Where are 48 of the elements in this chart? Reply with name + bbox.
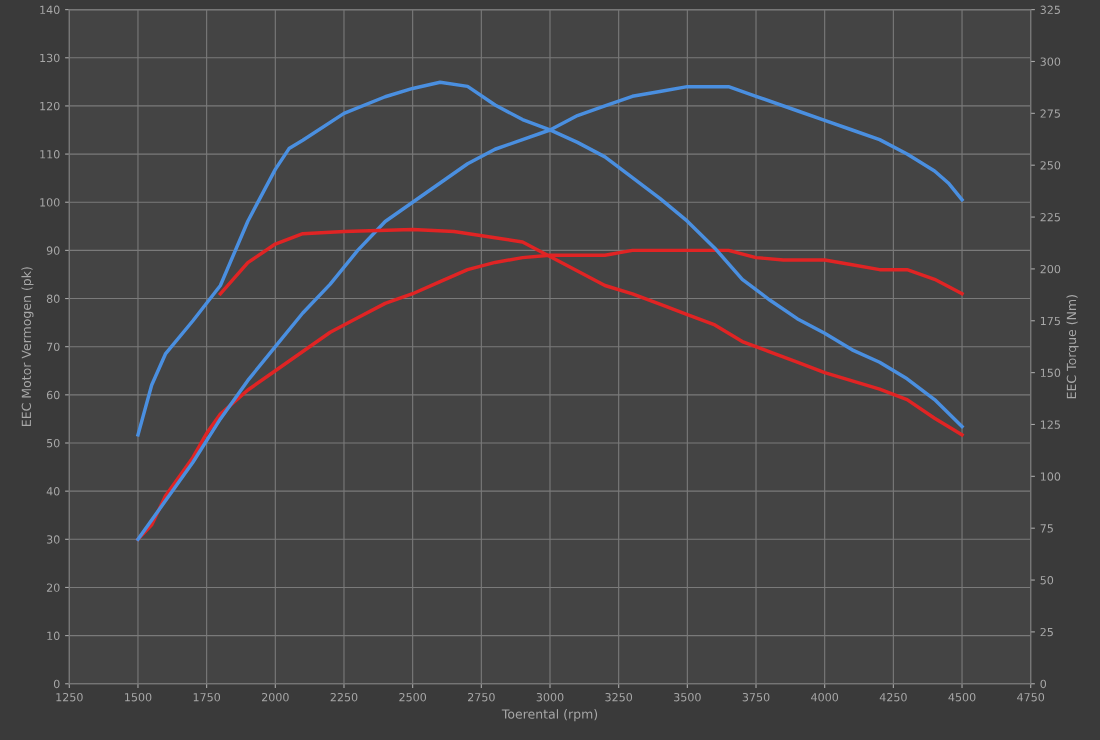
y-axis-title: EEC Motor Vermogen (pk) <box>21 267 34 426</box>
y2-tick-label: 275 <box>1040 109 1060 118</box>
y-tick-label: 80 <box>46 294 60 303</box>
y-tick-label: 30 <box>46 535 60 544</box>
y-tick-label: 130 <box>40 53 60 63</box>
y2-axis-title: EEC Torque (Nm) <box>1066 295 1079 399</box>
y-tick-label: 120 <box>40 101 60 111</box>
y-tick-label: 90 <box>46 246 60 255</box>
x-tick-label: 2750 <box>468 692 495 702</box>
x-tick-label: 3750 <box>742 692 770 702</box>
x-tick-label: 1500 <box>125 692 152 702</box>
y-tick-label: 0 <box>53 679 60 689</box>
x-axis-title: Toerental (rpm) <box>501 709 598 722</box>
x-tick-label: 2250 <box>330 692 358 702</box>
y2-tick-label: 0 <box>1040 679 1047 689</box>
x-tick-label: 3000 <box>536 692 564 702</box>
y-tick-label: 70 <box>47 342 60 352</box>
x-tick-label: 3250 <box>605 692 633 702</box>
y2-tick-label: 200 <box>1040 264 1061 274</box>
line-series <box>136 84 964 542</box>
y2-tick-label: 100 <box>1040 472 1061 481</box>
x-tick-label: 2000 <box>261 692 289 702</box>
y-tick-label: 40 <box>46 487 60 496</box>
x-tick-label: 4500 <box>948 692 976 702</box>
y2-tick-label: 225 <box>1040 213 1060 222</box>
y2-tick-label: 125 <box>1040 420 1060 429</box>
x-tick-label: 2500 <box>399 692 427 702</box>
y-tick-label: 10 <box>47 631 60 640</box>
y2-tick-label: 150 <box>1040 368 1061 377</box>
y-tick-label: 50 <box>46 438 60 448</box>
x-tick-label: 1250 <box>56 692 83 702</box>
y2-tick-label: 300 <box>1040 57 1061 66</box>
x-tick-label: 1750 <box>193 692 221 702</box>
x-tick-label: 4750 <box>1017 692 1045 702</box>
y-tick-label: 20 <box>46 583 60 592</box>
y-tick-label: 100 <box>40 198 60 207</box>
y2-tick-label: 325 <box>1040 5 1060 14</box>
y2-tick-label: 75 <box>1040 524 1053 533</box>
y-tick-label: 60 <box>46 390 60 400</box>
y2-tick-label: 250 <box>1040 161 1061 170</box>
y2-tick-label: 25 <box>1040 627 1053 637</box>
x-tick-label: 4000 <box>811 692 839 702</box>
y-tick-label: 140 <box>40 5 60 14</box>
y-tick-label: 110 <box>40 150 60 159</box>
x-tick-label: 3500 <box>674 692 701 702</box>
y2-tick-label: 50 <box>1040 576 1054 585</box>
x-tick-label: 4250 <box>879 692 907 702</box>
y2-tick-label: 175 <box>1040 316 1060 326</box>
